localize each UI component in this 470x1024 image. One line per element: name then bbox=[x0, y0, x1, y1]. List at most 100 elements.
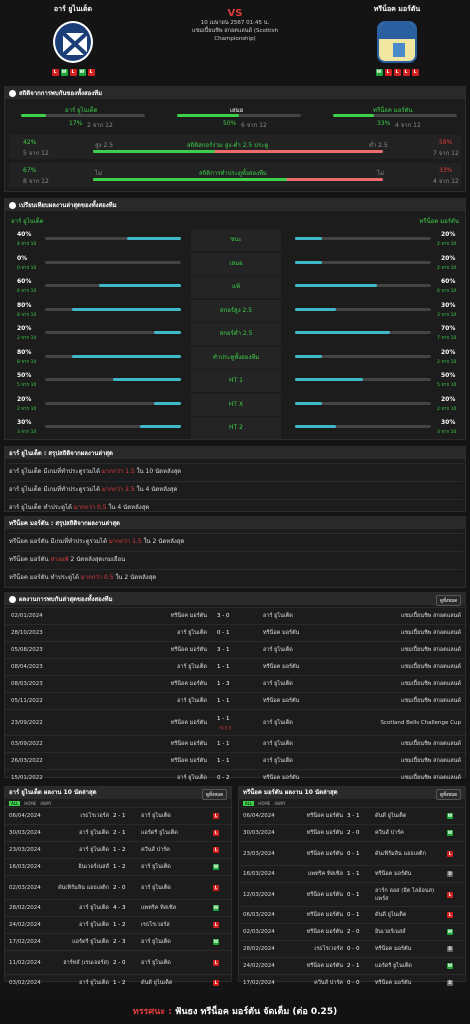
away-tabs: ALL HOME AWAY bbox=[239, 799, 465, 807]
result-home: อินเวอร์เนสส์ bbox=[78, 864, 109, 870]
view-all-button[interactable]: ดูทั้งหมด bbox=[436, 595, 461, 606]
h2h-row[interactable]: 08/03/2023 ทรีน็อค มอร์ตัน 1 - 3 อาร์ ยูไนเ… bbox=[5, 675, 467, 692]
h2h-row[interactable]: 23/09/2022 ทรีน็อค มอร์ตัน 1 - 1 *4-5 P อาร์… bbox=[5, 709, 467, 735]
compare-left-pct: 80% bbox=[17, 348, 32, 356]
result-date: 24/02/2024 bbox=[243, 963, 275, 969]
away-last10: ทรีน็อค มอร์ตัน ผลงาน 10 นัดล่าสุด ดูทั้… bbox=[238, 786, 466, 986]
h2h-row[interactable]: 08/04/2023 อาร์ ยูไนเต็ด 1 - 1 ทรีน็อค มอร์… bbox=[5, 658, 467, 675]
form-badge: W bbox=[375, 69, 383, 76]
result-row[interactable]: 16/03/2024 อินเวอร์เนสส์ 1 - 2 อาร์ ยูไนเต็… bbox=[5, 858, 231, 875]
h2h-row[interactable]: 02/01/2024 ทรีน็อค มอร์ตัน 3 - 0 อาร์ ยูไนเ… bbox=[5, 607, 467, 624]
compare-right-n: 2 จาก 10 bbox=[437, 265, 457, 271]
h2h-league: แชมเปี้ยนชิพ สกอตแลนด์ bbox=[400, 698, 461, 704]
h2h-row[interactable]: 15/01/2022 อาร์ ยูไนเต็ด 0 - 2 ทรีน็อค มอร์… bbox=[5, 769, 467, 786]
result-row[interactable]: 28/02/2024 อาร์ ยูไนเต็ด 4 - 3 แพทริค ทิสเซ… bbox=[5, 899, 231, 916]
filter-tab[interactable]: ALL bbox=[9, 800, 21, 806]
compare-metric: HT X bbox=[191, 393, 281, 416]
result-badge: W bbox=[213, 864, 219, 870]
compare-left-bar bbox=[45, 331, 181, 334]
section-title: ทรีน็อค มอร์ตัน : สรุปสถิติจากผลงานล่าสุ… bbox=[5, 517, 465, 529]
result-away: อาร์ ยูไนเต็ด bbox=[141, 864, 171, 870]
result-home: เรธโรเวอร์ส bbox=[314, 946, 343, 952]
h2h-home: ทรีน็อค มอร์ตัน bbox=[170, 681, 207, 687]
ou-left-n: 5 จาก 12 bbox=[23, 150, 49, 157]
result-row[interactable]: 06/04/2024 เรธโรเวอร์ส 2 - 1 อาร์ ยูไนเต็ด L bbox=[5, 807, 231, 824]
compare-right-n: 6 จาก 10 bbox=[437, 289, 457, 294]
compare-left-pct: 20% bbox=[17, 395, 32, 403]
form-badge: L bbox=[402, 69, 410, 76]
result-row[interactable]: 12/03/2024 ทรีน็อค มอร์ตัน 0 - 1 ลาร์ก ลอส … bbox=[239, 882, 465, 906]
result-row[interactable]: 23/03/2024 อาร์ ยูไนเต็ด 1 - 2 ควีนส์ ปาร์ค… bbox=[5, 841, 231, 858]
h2h-row[interactable]: 03/09/2022 ทรีน็อค มอร์ตัน 1 - 1 อาร์ ยูไนเ… bbox=[5, 735, 467, 752]
result-row[interactable]: 28/02/2024 เรธโรเวอร์ส 0 - 0 ทรีน็อค มอร์ตั… bbox=[239, 940, 465, 957]
home-view-all-button[interactable]: ดูทั้งหมด bbox=[202, 789, 227, 800]
filter-tab[interactable]: ALL bbox=[243, 800, 255, 806]
result-badge: L bbox=[213, 813, 219, 819]
h2h-row[interactable]: 26/03/2022 ทรีน็อค มอร์ตัน 1 - 1 อาร์ ยูไนเ… bbox=[5, 752, 467, 769]
compare-right-bar bbox=[295, 284, 431, 287]
result-date: 28/02/2024 bbox=[9, 905, 41, 911]
result-badge: L bbox=[447, 891, 453, 898]
compare-row: 50% 5 จาก 10 HT 1 50% 5 จาก 10 bbox=[5, 370, 467, 392]
result-badge: W bbox=[213, 905, 219, 911]
result-row[interactable]: 11/02/2024 ฮาร์ทส์ (เรนเจอร์ส) 2 - 0 อาร์ ย… bbox=[5, 950, 231, 974]
ou-left-label: สูง 2.5 bbox=[95, 142, 114, 149]
result-score: 2 - 3 bbox=[113, 939, 126, 945]
recent-line: ทรีน็อค มอร์ตัน มีเกมที่ทำประตูรวมได้ มา… bbox=[9, 533, 463, 549]
result-home: แอร์ดรี ยูไนเต็ด bbox=[72, 939, 109, 945]
result-score: 4 - 3 bbox=[113, 905, 126, 911]
away-last10-rows: 06/04/2024 ทรีน็อค มอร์ตัน 3 - 1 ดันดี ยูไน… bbox=[239, 807, 465, 991]
result-row[interactable]: 06/04/2024 ทรีน็อค มอร์ตัน 3 - 1 ดันดี ยูไน… bbox=[239, 807, 465, 824]
result-away: ดันดี ยูไนเต็ด bbox=[141, 980, 173, 986]
filter-tab[interactable]: AWAY bbox=[274, 800, 286, 806]
result-row[interactable]: 17/02/2024 ควีนส์ ปาร์ค 0 - 0 ทรีน็อค มอร์ต… bbox=[239, 974, 465, 991]
result-score: 3 - 1 bbox=[347, 813, 360, 819]
h2h-row[interactable]: 28/10/2023 อาร์ ยูไนเต็ด 0 - 1 ทรีน็อค มอร์… bbox=[5, 624, 467, 641]
result-row[interactable]: 03/02/2024 อาร์ ยูไนเต็ด 1 - 2 ดันดี ยูไนเต… bbox=[5, 974, 231, 991]
filter-tab[interactable]: HOME bbox=[24, 800, 37, 806]
form-badge: L bbox=[384, 69, 392, 76]
compare-right-bar bbox=[295, 401, 431, 405]
h2h-row[interactable]: 05/08/2023 ทรีน็อค มอร์ตัน 3 - 1 อาร์ ยูไนเ… bbox=[5, 641, 467, 658]
result-row[interactable]: 02/03/2024 ดันเฟิร์มลิน แอธเลติก 2 - 0 อาร์… bbox=[5, 875, 231, 899]
result-row[interactable]: 24/02/2024 ทรีน็อค มอร์ตัน 2 - 1 แอร์ดรี ยู… bbox=[239, 957, 465, 974]
filter-tab[interactable]: HOME bbox=[258, 800, 271, 806]
compare-right-bar bbox=[295, 331, 431, 334]
filter-tab[interactable]: AWAY bbox=[40, 800, 52, 806]
compare-right-n: 2 จาก 10 bbox=[437, 406, 457, 412]
result-row[interactable]: 23/03/2024 ทรีน็อค มอร์ตัน 0 - 1 ดันเฟิร์มล… bbox=[239, 841, 465, 865]
compare-right-bar bbox=[295, 260, 431, 264]
result-home: ทรีน็อค มอร์ตัน bbox=[306, 850, 343, 857]
h2h-summary-section: สถิติจากการพบกันของทั้งสองทีม อาร์ ยูไนเ… bbox=[4, 86, 466, 192]
h2h-home: ทรีน็อค มอร์ตัน bbox=[170, 758, 207, 764]
result-row[interactable]: 30/03/2024 ทรีน็อค มอร์ตัน 2 - 0 ควีนส์ ปาร… bbox=[239, 824, 465, 841]
result-home: ทรีน็อค มอร์ตัน bbox=[306, 929, 343, 935]
compare-left-pct: 60% bbox=[17, 278, 32, 285]
prediction-text: ฟันธง ทรีน็อค มอร์ตัน จัดเต็ม (ต่อ 0.25) bbox=[174, 1007, 338, 1017]
away-pct: 33% bbox=[377, 120, 391, 127]
result-row[interactable]: 17/02/2024 แอร์ดรี ยูไนเต็ด 2 - 3 อาร์ ยูไน… bbox=[5, 933, 231, 950]
result-away: ดันเฟิร์มลิน แอธเลติก bbox=[375, 850, 426, 857]
result-row[interactable]: 24/02/2024 อาร์ ยูไนเต็ด 1 - 2 เรธโรเวอร์ส L bbox=[5, 916, 231, 933]
result-row[interactable]: 16/03/2024 แพทริค ทิสเซิล 1 - 1 ทรีน็อค มอร… bbox=[239, 865, 465, 882]
h2h-league: แชมเปี้ยนชิพ สกอตแลนด์ bbox=[400, 775, 461, 781]
result-row[interactable]: 30/03/2024 อาร์ ยูไนเต็ด 2 - 1 แอร์ดรี ยูไน… bbox=[5, 824, 231, 841]
result-score: 0 - 0 bbox=[347, 946, 360, 952]
h2h-away: ทรีน็อค มอร์ตัน bbox=[263, 698, 300, 704]
recent-highlight: มากกว่า 0.5 bbox=[73, 504, 107, 511]
result-score: 2 - 1 bbox=[113, 813, 126, 819]
h2h-score: 0 - 2 bbox=[217, 775, 230, 781]
result-home: ทรีน็อค มอร์ตัน bbox=[306, 891, 343, 898]
h2h-date: 23/09/2022 bbox=[11, 719, 43, 726]
compare-right-pct: 30% bbox=[441, 301, 456, 309]
result-row[interactable]: 06/03/2024 ทรีน็อค มอร์ตัน 0 - 1 ดันดี ยูไน… bbox=[239, 906, 465, 923]
draw-n: 6 จาก 12 bbox=[241, 122, 267, 129]
compare-right-bar bbox=[295, 425, 431, 428]
h2h-league: Scotland Bells Challenge Cup bbox=[380, 719, 461, 726]
result-row[interactable]: 02/03/2024 ทรีน็อค มอร์ตัน 2 - 0 อินเวอร์เน… bbox=[239, 923, 465, 940]
away-view-all-button[interactable]: ดูทั้งหมด bbox=[436, 789, 461, 800]
compare-metric-label: สกอร์ต่ำ 2.5 bbox=[219, 330, 253, 337]
h2h-row[interactable]: 05/11/2022 อาร์ ยูไนเต็ด 1 - 1 ทรีน็อค มอร์… bbox=[5, 692, 467, 709]
